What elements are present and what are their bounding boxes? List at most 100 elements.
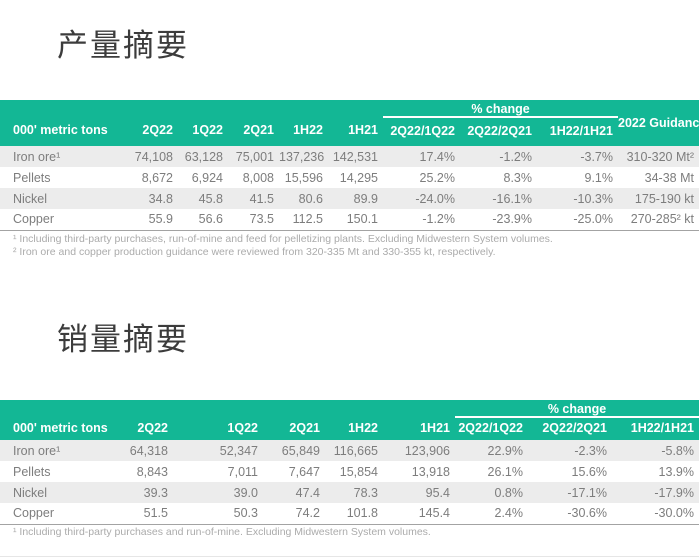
cell-value: 101.8 [325,503,383,525]
column-header-2q21: 2Q21 [228,117,279,146]
cell-value: 74.2 [263,503,325,525]
cell-value: 0.8% [494,485,524,500]
cell-guidance: 175-190 kt [634,191,694,206]
cell-value: -1.2% [383,209,460,231]
cell-value: 73.5 [228,209,279,231]
cell-guidance: 310-320 Mt² [626,149,694,164]
row-label: Pellets [13,170,51,185]
row-label: Nickel [13,191,48,206]
cell-value: 74,108 [134,149,173,164]
cell-value: -23.9% [460,209,537,231]
cell-value: 17.4% [419,149,455,164]
pct-change-band: % change 2022 Guidance [0,100,699,146]
column-header-1h21: 1H21 [328,117,383,146]
cell-value: 64,318 [129,443,168,458]
cell-value: -5.8% [661,443,694,458]
cell-value: 116,665 [333,443,378,458]
column-header-1h22: 1H22 [325,417,383,440]
cell-value: -10.3% [573,191,613,206]
cell-value: 8,843 [136,464,168,479]
cell-value: 45.8 [198,191,223,206]
cell-value: 9.1% [584,170,614,185]
unit-header: 000' metric tons [0,117,112,146]
cell-value: 34.8 [148,191,173,206]
cell-value: 2.4% [455,503,528,525]
cell-value: 47.4 [295,485,320,500]
pct-change-band: % change [0,400,699,418]
cell-guidance: 270-285² kt [618,209,699,231]
row-label: Copper [0,503,110,525]
column-header-2q22: 2Q22 [110,417,173,440]
sales-summary-title: 销量摘要 [57,322,189,357]
footnote: ¹ Including third-party purchases and ru… [13,526,431,538]
cell-value: 65,849 [281,443,320,458]
table-row-copper: Copper 55.9 56.6 73.5 112.5 150.1 -1.2% … [0,209,699,231]
column-header-2q21: 2Q21 [263,417,325,440]
cell-value: 15,596 [284,170,323,185]
cell-value: 51.5 [110,503,173,525]
cell-value: 22.9% [487,443,523,458]
cell-value: -17.1% [567,485,607,500]
cell-value: 7,011 [227,464,258,479]
cell-value: 39.0 [233,485,258,500]
unit-header: 000' metric tons [0,417,110,440]
cell-value: -3.7% [580,149,613,164]
column-header-2q22-1q22: 2Q22/1Q22 [383,117,460,146]
column-header-1h22-1h21: 1H22/1H21 [612,417,699,440]
page-bottom-divider [0,556,699,557]
footnote: ² Iron ore and copper production guidanc… [13,245,496,258]
row-label: Copper [0,209,112,231]
column-header-1h22-1h21: 1H22/1H21 [537,117,618,146]
cell-value: 150.1 [328,209,383,231]
cell-value: -17.9% [654,485,694,500]
header-spacer [0,400,455,417]
cell-value: -25.0% [537,209,618,231]
cell-value: 6,924 [191,170,223,185]
cell-value: 39.3 [143,485,168,500]
cell-value: 123,906 [404,443,450,458]
row-label: Iron ore¹ [13,149,61,164]
pct-change-group-header: % change [383,100,618,118]
cell-value: 50.3 [173,503,263,525]
cell-value: 15.6% [571,464,607,479]
cell-value: 25.2% [419,170,455,185]
cell-guidance: 34-38 Mt [644,170,694,185]
table-row-iron-ore: Iron ore¹ 64,318 52,347 65,849 116,665 1… [0,440,699,461]
cell-value: 80.6 [298,191,323,206]
cell-value: -30.0% [612,503,699,525]
cell-value: 55.9 [112,209,178,231]
cell-value: 63,128 [184,149,223,164]
cell-value: -16.1% [492,191,532,206]
cell-value: 78.3 [353,485,378,500]
table-row-nickel: Nickel 39.3 39.0 47.4 78.3 95.4 0.8% -17… [0,482,699,503]
cell-value: 41.5 [249,191,274,206]
cell-value: -24.0% [415,191,455,206]
cell-value: 89.9 [353,191,378,206]
cell-value: 8,672 [141,170,173,185]
column-header-row: 000' metric tons 2Q22 1Q22 2Q21 1H22 1H2… [0,117,699,146]
cell-value: 7,647 [288,464,320,479]
sales-summary-table: % change 000' metric tons 2Q22 1Q22 2Q21… [0,400,699,525]
table-row-pellets: Pellets 8,672 6,924 8,008 15,596 14,295 … [0,167,699,188]
cell-value: 56.6 [178,209,228,231]
pct-change-group-header: % change [455,400,699,418]
column-header-1h22: 1H22 [279,117,328,146]
column-header-2q22-2q21: 2Q22/2Q21 [528,417,612,440]
row-label: Nickel [13,485,48,500]
table-row-pellets: Pellets 8,843 7,011 7,647 15,854 13,918 … [0,461,699,482]
row-label: Pellets [13,464,51,479]
cell-value: 95.4 [425,485,450,500]
cell-value: 75,001 [235,149,274,164]
row-label: Iron ore¹ [13,443,61,458]
cell-value: 112.5 [279,209,328,231]
production-footnotes: ¹ Including third-party purchases, run-o… [13,233,553,258]
table-row-copper: Copper 51.5 50.3 74.2 101.8 145.4 2.4% -… [0,503,699,525]
column-header-row: 000' metric tons 2Q22 1Q22 2Q21 1H22 1H2… [0,417,699,440]
cell-value: 142,531 [332,149,378,164]
cell-value: 52,347 [219,443,258,458]
footnote: ¹ Including third-party purchases, run-o… [13,233,553,245]
production-summary-table: % change 2022 Guidance 000' metric tons … [0,100,699,231]
column-header-1q22: 1Q22 [173,417,263,440]
sales-footnotes: ¹ Including third-party purchases and ru… [13,526,431,539]
cell-value: 13.9% [658,464,694,479]
